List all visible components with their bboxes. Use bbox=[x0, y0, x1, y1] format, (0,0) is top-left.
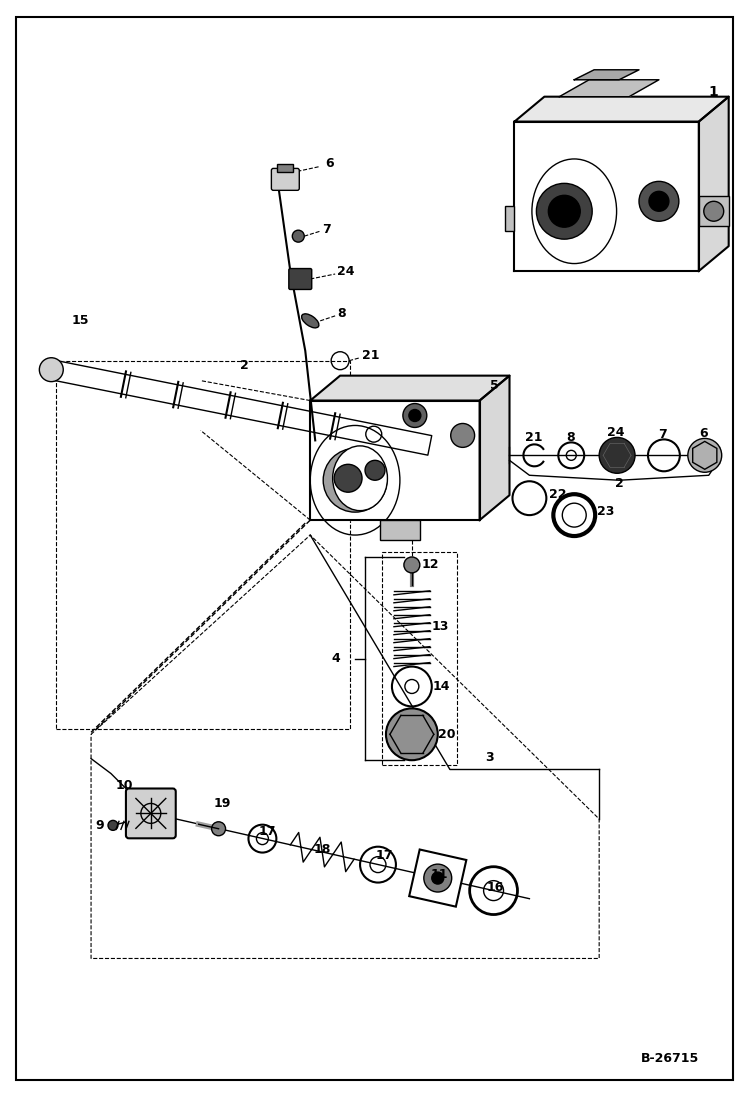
Circle shape bbox=[409, 409, 421, 421]
Circle shape bbox=[108, 821, 118, 830]
Circle shape bbox=[536, 183, 592, 239]
Bar bbox=[409, 849, 467, 906]
Polygon shape bbox=[54, 361, 431, 455]
Text: 18: 18 bbox=[314, 844, 331, 856]
Text: 19: 19 bbox=[213, 796, 231, 810]
Circle shape bbox=[334, 464, 362, 493]
Polygon shape bbox=[699, 97, 729, 271]
Text: 22: 22 bbox=[549, 488, 567, 500]
Text: 23: 23 bbox=[597, 505, 614, 518]
Text: 20: 20 bbox=[437, 727, 455, 740]
Circle shape bbox=[403, 404, 427, 428]
Polygon shape bbox=[515, 97, 729, 122]
Bar bbox=[505, 206, 515, 231]
Text: B-26715: B-26715 bbox=[640, 1052, 699, 1065]
FancyBboxPatch shape bbox=[271, 169, 300, 191]
Text: 17: 17 bbox=[258, 825, 276, 838]
Circle shape bbox=[212, 822, 225, 836]
Text: 8: 8 bbox=[337, 307, 346, 320]
Circle shape bbox=[639, 181, 679, 222]
Text: 15: 15 bbox=[71, 315, 88, 327]
Circle shape bbox=[548, 195, 580, 227]
Circle shape bbox=[704, 201, 724, 222]
Circle shape bbox=[599, 438, 635, 473]
Text: 2: 2 bbox=[615, 477, 623, 489]
Circle shape bbox=[451, 423, 475, 448]
Text: 3: 3 bbox=[485, 750, 494, 764]
Bar bbox=[382, 552, 457, 766]
FancyBboxPatch shape bbox=[289, 269, 312, 290]
Circle shape bbox=[404, 557, 420, 573]
Polygon shape bbox=[310, 375, 509, 400]
Text: 12: 12 bbox=[422, 558, 440, 572]
Text: 7: 7 bbox=[658, 428, 667, 441]
Text: 4: 4 bbox=[331, 652, 340, 665]
Text: 7: 7 bbox=[322, 223, 331, 236]
Circle shape bbox=[649, 191, 669, 212]
Polygon shape bbox=[515, 122, 699, 271]
Circle shape bbox=[431, 872, 443, 884]
Text: 14: 14 bbox=[433, 680, 450, 693]
Circle shape bbox=[365, 461, 385, 480]
Polygon shape bbox=[560, 80, 659, 97]
Circle shape bbox=[292, 230, 304, 242]
Text: 10: 10 bbox=[116, 779, 133, 792]
Circle shape bbox=[40, 358, 63, 382]
Text: 16: 16 bbox=[487, 881, 504, 894]
FancyBboxPatch shape bbox=[126, 789, 176, 838]
Circle shape bbox=[424, 864, 452, 892]
Text: 5: 5 bbox=[490, 380, 498, 392]
Text: 6: 6 bbox=[700, 427, 708, 440]
Text: 1: 1 bbox=[709, 84, 718, 99]
Ellipse shape bbox=[333, 445, 387, 510]
Text: 21: 21 bbox=[524, 431, 542, 444]
Bar bbox=[56, 361, 350, 730]
Bar bbox=[699, 196, 729, 226]
Text: 13: 13 bbox=[431, 620, 449, 633]
Text: 11: 11 bbox=[431, 869, 449, 881]
Circle shape bbox=[337, 462, 373, 498]
Polygon shape bbox=[479, 375, 509, 520]
Polygon shape bbox=[310, 400, 479, 520]
Text: 24: 24 bbox=[607, 426, 625, 439]
Text: 8: 8 bbox=[566, 431, 574, 444]
Text: 2: 2 bbox=[240, 359, 249, 372]
Circle shape bbox=[323, 449, 387, 512]
Circle shape bbox=[386, 709, 437, 760]
Text: 17: 17 bbox=[375, 849, 393, 862]
Text: 21: 21 bbox=[362, 349, 380, 362]
Text: 6: 6 bbox=[325, 157, 334, 170]
Circle shape bbox=[688, 439, 722, 473]
Bar bbox=[380, 520, 420, 540]
Ellipse shape bbox=[302, 314, 319, 328]
Text: 9: 9 bbox=[95, 818, 103, 832]
Text: 24: 24 bbox=[337, 264, 354, 278]
Polygon shape bbox=[574, 70, 639, 80]
Bar bbox=[277, 165, 294, 172]
